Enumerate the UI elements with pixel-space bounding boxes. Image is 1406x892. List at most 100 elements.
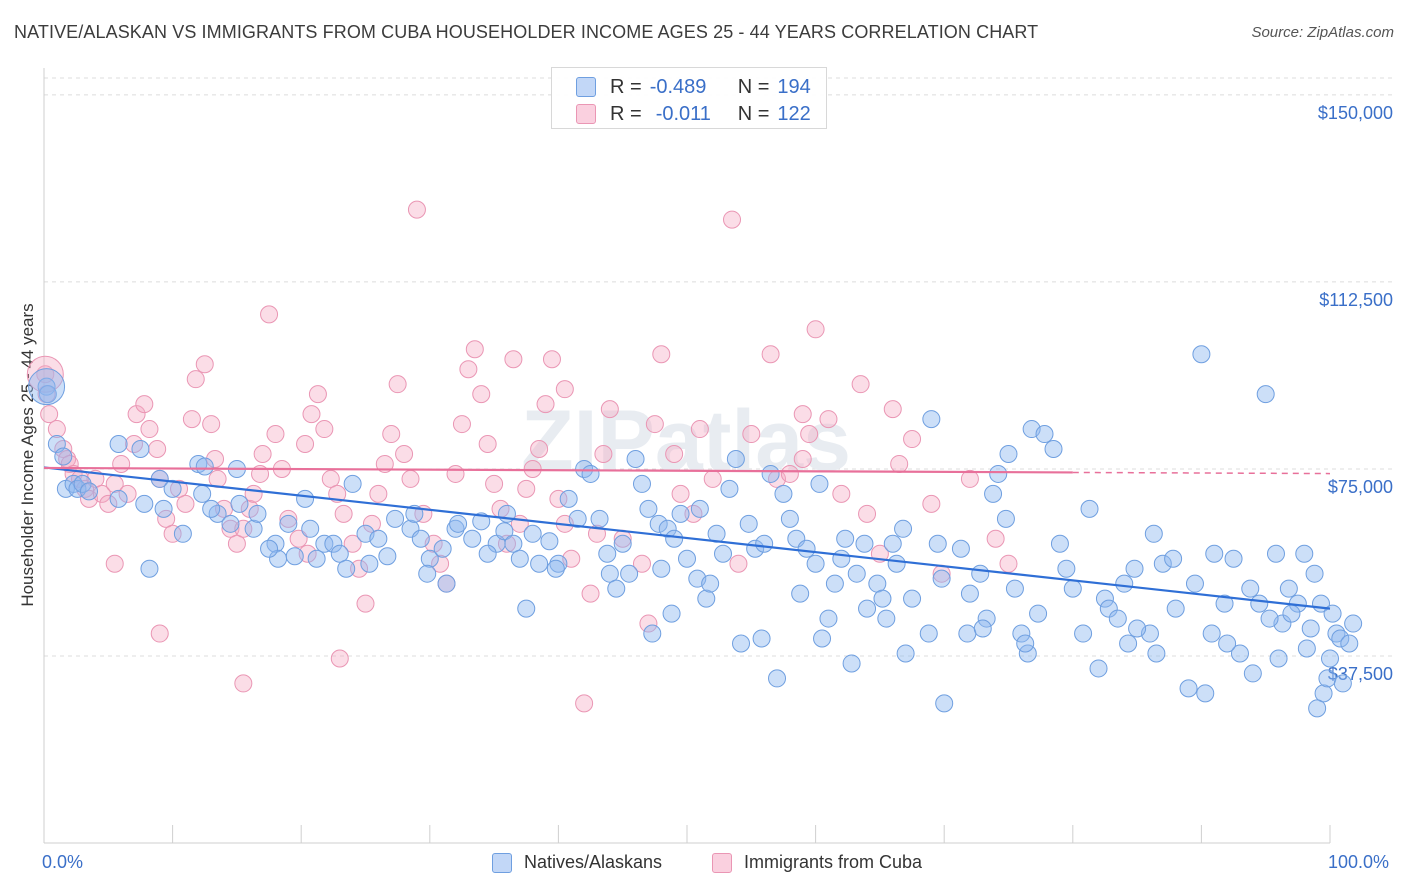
data-point-cuba (334, 504, 353, 523)
data-point-cuba (922, 494, 941, 513)
r-label: R = (610, 102, 642, 125)
legend-item-natives[interactable]: Natives/Alaskans (492, 852, 662, 873)
data-point-native (1029, 604, 1048, 623)
data-point-cuba (170, 479, 189, 498)
data-point-native (285, 547, 304, 566)
data-point-cuba (163, 524, 182, 543)
data-point-native (761, 464, 780, 483)
data-point-native (523, 524, 542, 543)
data-point-native (1301, 619, 1320, 638)
data-point-native (446, 519, 465, 538)
data-point-cuba (549, 489, 568, 508)
data-point-native (1080, 499, 1099, 518)
data-point-native (973, 619, 992, 638)
data-point-native (768, 669, 787, 688)
data-point-cuba (234, 674, 253, 693)
data-point-native (68, 479, 87, 498)
data-point-native (1128, 619, 1147, 638)
data-point-native (517, 599, 536, 618)
data-point-native (632, 474, 651, 493)
data-point-cuba (485, 474, 504, 493)
data-point-cuba (375, 454, 394, 473)
data-point-cuba (671, 484, 690, 503)
data-point-cuba (690, 420, 709, 439)
data-point-native (590, 509, 609, 528)
data-point-native (791, 584, 810, 603)
data-point-native (877, 609, 896, 628)
y-tick-label: $37,500 (1328, 664, 1393, 684)
data-point-native (813, 629, 832, 648)
data-point-cuba (652, 345, 671, 364)
data-point-cuba (903, 430, 922, 449)
data-point-native (1230, 644, 1249, 663)
data-point-native (873, 589, 892, 608)
n-label: N = (737, 102, 770, 125)
data-point-cuba (395, 444, 414, 463)
data-point-native-large (28, 368, 66, 406)
data-point-native (883, 534, 902, 553)
data-point-cuba (315, 420, 334, 439)
data-point-cuba (431, 554, 450, 573)
y-tick-label: $112,500 (1319, 290, 1393, 310)
data-point-native (109, 489, 128, 508)
data-point-cuba (202, 415, 221, 434)
data-point-native (832, 549, 851, 568)
data-point-native (472, 512, 491, 531)
data-point-native (1063, 579, 1082, 598)
data-point-cuba (465, 340, 484, 359)
data-point-cuba (99, 494, 118, 513)
data-point-native (620, 564, 639, 583)
data-point-native (1256, 385, 1275, 404)
data-point-cuba (302, 405, 321, 424)
data-point-native (1196, 684, 1215, 703)
data-point-native (135, 494, 154, 513)
data-point-native (896, 644, 915, 663)
data-point-cuba (999, 554, 1018, 573)
data-point-native (819, 609, 838, 628)
data-point-native (73, 474, 92, 493)
r-value: -0.011 (655, 102, 711, 125)
data-point-native (1099, 599, 1118, 618)
data-point-native (1179, 679, 1198, 698)
y-tick-label: $150,000 (1318, 103, 1393, 123)
legend-item-cuba[interactable]: Immigrants from Cuba (712, 852, 922, 873)
data-point-native (690, 499, 709, 518)
axes (43, 68, 1331, 844)
data-point-cuba (665, 444, 684, 463)
data-point-native (154, 499, 173, 518)
data-point-native (928, 534, 947, 553)
data-point-native (1282, 604, 1301, 623)
data-point-cuba (723, 210, 742, 229)
data-point-cuba (296, 435, 315, 454)
data-point-cuba (504, 350, 523, 369)
data-point-native (825, 574, 844, 593)
data-point-native (279, 514, 298, 533)
data-point-cuba (289, 529, 308, 548)
data-point-native (1205, 544, 1224, 563)
data-point-native (411, 529, 430, 548)
data-point-native (433, 539, 452, 558)
data-point-cuba (176, 494, 195, 513)
data-point-native (1321, 649, 1339, 668)
data-point-native (780, 509, 799, 528)
data-point-cuba (780, 464, 799, 483)
source-label: Source: ZipAtlas.com (1251, 24, 1394, 41)
data-point-native (386, 509, 405, 528)
data-point-native (437, 574, 456, 593)
data-point-cuba (832, 484, 851, 503)
data-point-native (109, 435, 128, 454)
data-point-cuba (356, 594, 375, 613)
stats-row-cuba: R = -0.011 N = 122 (576, 101, 811, 127)
data-point-cuba (472, 385, 491, 404)
data-point-cuba (150, 624, 169, 643)
data-point-cuba (851, 375, 870, 394)
data-point-cuba (253, 444, 272, 463)
data-point-native (996, 509, 1015, 528)
data-point-native (665, 529, 684, 548)
data-point-cuba (195, 355, 214, 374)
data-point-cuba (645, 415, 664, 434)
data-point-native (971, 564, 990, 583)
data-point-native (855, 534, 874, 553)
data-point-native (581, 464, 600, 483)
trend-line-cuba (43, 466, 1073, 474)
